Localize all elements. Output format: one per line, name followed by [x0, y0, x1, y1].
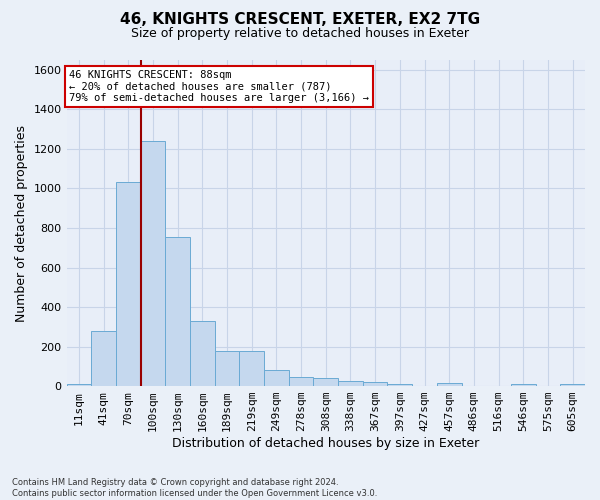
Bar: [363, 382, 388, 386]
Bar: [239, 350, 264, 386]
Text: 46, KNIGHTS CRESCENT, EXETER, EX2 7TG: 46, KNIGHTS CRESCENT, EXETER, EX2 7TG: [120, 12, 480, 28]
Bar: [313, 378, 338, 386]
Bar: [165, 237, 190, 386]
Bar: [190, 321, 215, 386]
X-axis label: Distribution of detached houses by size in Exeter: Distribution of detached houses by size …: [172, 437, 479, 450]
Text: Size of property relative to detached houses in Exeter: Size of property relative to detached ho…: [131, 28, 469, 40]
Bar: [116, 182, 140, 386]
Bar: [511, 384, 536, 386]
Bar: [264, 370, 289, 386]
Bar: [67, 384, 91, 386]
Bar: [215, 350, 239, 386]
Bar: [560, 384, 585, 386]
Bar: [388, 384, 412, 386]
Text: 46 KNIGHTS CRESCENT: 88sqm
← 20% of detached houses are smaller (787)
79% of sem: 46 KNIGHTS CRESCENT: 88sqm ← 20% of deta…: [69, 70, 369, 103]
Bar: [289, 377, 313, 386]
Bar: [140, 141, 165, 386]
Bar: [437, 383, 461, 386]
Text: Contains HM Land Registry data © Crown copyright and database right 2024.
Contai: Contains HM Land Registry data © Crown c…: [12, 478, 377, 498]
Y-axis label: Number of detached properties: Number of detached properties: [15, 124, 28, 322]
Bar: [338, 381, 363, 386]
Bar: [91, 330, 116, 386]
